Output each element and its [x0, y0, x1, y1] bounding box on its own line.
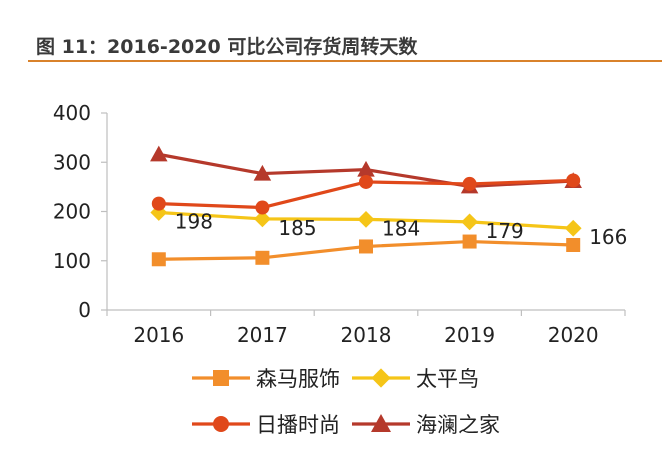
legend-swatch: [352, 368, 410, 388]
x-axis-tick-labels: 2016 2017 2018 2019 2020: [133, 323, 598, 347]
y-tick-label: 400: [53, 101, 91, 125]
legend-swatch: [192, 416, 250, 432]
series-2: [151, 173, 581, 215]
x-tick-label: 2020: [548, 323, 599, 347]
legend-label: 日播时尚: [256, 413, 340, 437]
legend-swatch: [192, 370, 250, 386]
data-point: [371, 414, 391, 432]
data-point: [255, 250, 270, 265]
chart-axes: [101, 112, 626, 316]
data-point: [357, 160, 375, 177]
data-label: 166: [589, 225, 627, 249]
data-point: [213, 416, 229, 432]
data-label: 179: [486, 219, 524, 243]
data-point: [359, 239, 373, 254]
data-point: [462, 234, 477, 249]
data-point: [255, 200, 270, 215]
title-underline: [28, 60, 662, 62]
data-point: [462, 176, 477, 191]
data-point: [253, 164, 272, 181]
x-tick-label: 2016: [133, 323, 184, 347]
data-label: 198: [175, 209, 213, 233]
legend-label: 海澜之家: [416, 413, 500, 437]
chart-legend: 森马服饰 太平鸟日播时尚 海澜之家: [190, 362, 510, 446]
data-point: [564, 219, 582, 237]
legend-label: 森马服饰: [256, 367, 340, 391]
data-point: [213, 370, 229, 386]
data-label: 185: [278, 216, 316, 240]
series-0: [151, 234, 581, 267]
legend-label: 太平鸟: [416, 367, 479, 391]
data-labels: 198 185 184 179 166: [175, 209, 628, 249]
y-tick-label: 0: [78, 298, 91, 322]
data-point: [151, 252, 166, 267]
data-point: [357, 210, 375, 228]
chart-title: 图 11：2016-2020 可比公司存货周转天数: [36, 36, 418, 58]
legend-item: 日播时尚: [190, 408, 340, 440]
data-point: [566, 237, 581, 252]
x-tick-label: 2018: [341, 323, 392, 347]
y-axis-tick-labels: 0 100 200 300 400: [53, 101, 91, 322]
series-1: [150, 204, 582, 237]
legend-item: 太平鸟: [350, 362, 479, 394]
legend-item: 海澜之家: [350, 408, 500, 440]
x-tick-label: 2017: [237, 323, 288, 347]
data-point: [151, 196, 166, 211]
x-tick-label: 2019: [444, 323, 495, 347]
data-point: [254, 210, 271, 228]
y-tick-label: 100: [53, 249, 91, 273]
legend-swatch: [352, 414, 410, 432]
data-point: [150, 145, 168, 162]
chart-series: [150, 145, 582, 267]
data-point: [461, 213, 478, 231]
y-tick-label: 300: [53, 150, 91, 174]
legend-item: 森马服饰: [190, 362, 340, 394]
data-point: [359, 174, 373, 189]
data-label: 184: [382, 216, 420, 240]
data-point: [566, 173, 581, 188]
y-tick-label: 200: [53, 200, 91, 224]
data-point: [371, 368, 391, 388]
